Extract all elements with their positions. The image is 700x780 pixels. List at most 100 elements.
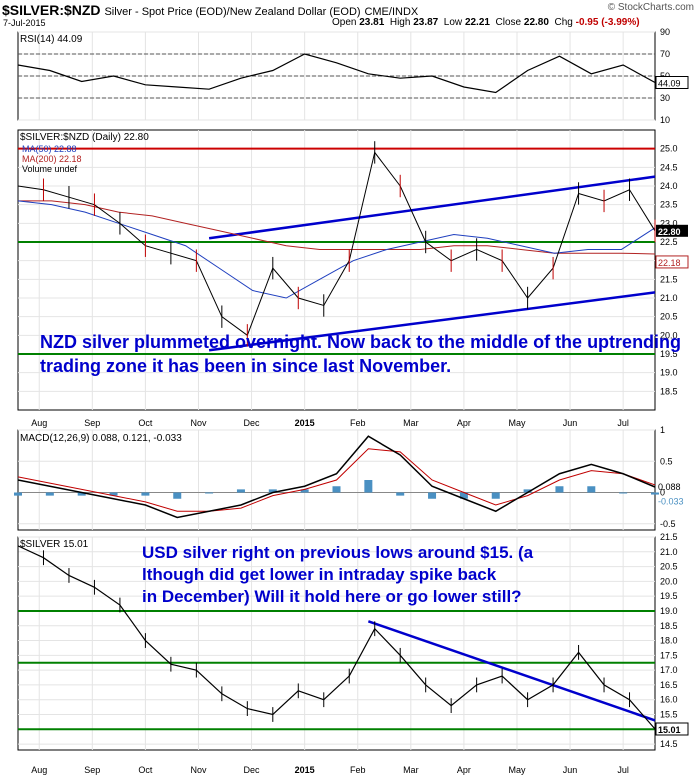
price-legend-item: MA(50) 22.88 xyxy=(22,144,77,154)
macd-histogram-bar xyxy=(14,492,22,496)
price-last-value: 22.80 xyxy=(658,227,681,237)
macd-histogram-bar xyxy=(459,492,468,499)
nzd-annotation: NZD silver plummeted overnight. Now back… xyxy=(40,332,681,376)
macd-signal-line xyxy=(17,448,656,512)
price-legend-item: MA(200) 22.18 xyxy=(22,154,82,164)
macd-histogram-bar xyxy=(300,489,309,493)
price-last-badge xyxy=(656,224,688,237)
price-line xyxy=(17,151,656,337)
x-tick-label: Apr xyxy=(457,418,471,428)
y-tick-label: 23.5 xyxy=(660,200,678,210)
y-tick-label: 50 xyxy=(660,71,670,81)
ohlc-readout: Open 23.81 High 23.87 Low 22.21 Close 22… xyxy=(332,17,640,28)
macd-histogram-bar xyxy=(555,486,564,493)
x-tick-label: Sep xyxy=(84,765,100,775)
y-tick-label: 19.0 xyxy=(660,368,678,378)
y-tick-label: 20.0 xyxy=(660,330,678,340)
macd-histogram-bar xyxy=(236,489,245,493)
rsi-label: RSI(14) 44.09 xyxy=(20,34,83,45)
ma200-last-badge xyxy=(655,255,689,269)
usd-last-value: 15.01 xyxy=(658,725,681,735)
y-tick-label: 21.5 xyxy=(660,274,678,284)
x-tick-label: Oct xyxy=(138,765,153,775)
x-tick-label: Sep xyxy=(84,418,100,428)
usd-price-line xyxy=(17,545,656,730)
x-tick-label: Aug xyxy=(31,418,47,428)
y-tick-label: 1 xyxy=(660,425,665,435)
x-tick-label: Mar xyxy=(403,765,419,775)
y-tick-label: 22.5 xyxy=(660,237,678,247)
x-tick-label: Aug xyxy=(31,765,47,775)
macd-histogram-bar xyxy=(141,492,150,496)
y-tick-label: 15.5 xyxy=(660,710,678,720)
ma200-line xyxy=(18,200,656,255)
x-tick-label: Nov xyxy=(190,418,207,428)
y-tick-label: -0.5 xyxy=(660,519,676,529)
x-tick-label: Dec xyxy=(244,418,261,428)
x-tick-label: Jul xyxy=(617,765,629,775)
macd-histogram-bar xyxy=(491,492,500,499)
x-tick-label: Oct xyxy=(138,418,153,428)
x-tick-label: 2015 xyxy=(295,765,315,775)
y-tick-label: 0 xyxy=(660,488,665,498)
channel-line xyxy=(208,175,656,240)
y-tick-label: 17.0 xyxy=(660,665,678,675)
y-tick-label: 21.0 xyxy=(660,547,678,557)
usd-trendline xyxy=(367,620,656,722)
x-tick-label: Jun xyxy=(563,418,578,428)
rsi-line xyxy=(17,53,656,94)
x-tick-label: May xyxy=(508,418,526,428)
macd-histogram-bar xyxy=(45,492,54,496)
y-tick-label: 17.5 xyxy=(660,650,678,660)
macd-label: MACD(12,26,9) 0.088, 0.121, -0.033 xyxy=(20,433,182,444)
y-tick-label: 18.5 xyxy=(660,621,678,631)
y-tick-label: 14.5 xyxy=(660,739,678,749)
macd-histogram-bar xyxy=(619,492,628,494)
y-tick-label: 20.5 xyxy=(660,562,678,572)
macd-histogram-bar xyxy=(364,480,373,493)
usd-label: $SILVER 15.01 xyxy=(20,539,89,550)
macd-histogram-bar xyxy=(396,492,405,496)
y-tick-label: 19.0 xyxy=(660,606,678,616)
macd-last-value: 0.088 xyxy=(658,482,681,492)
macd-histogram-bar xyxy=(77,492,86,496)
x-tick-label: Feb xyxy=(350,765,366,775)
y-tick-label: 18.0 xyxy=(660,636,678,646)
brand-label: © StockCharts.com xyxy=(607,2,694,13)
y-tick-label: 16.5 xyxy=(660,680,678,690)
macd-histogram-bar xyxy=(268,489,277,493)
y-tick-label: 24.5 xyxy=(660,162,678,172)
usd-annotation: USD silver right on previous lows around… xyxy=(142,543,534,606)
x-tick-label: Feb xyxy=(350,418,366,428)
x-tick-label: Jun xyxy=(563,765,578,775)
usd-last-badge xyxy=(655,722,689,736)
y-tick-label: 10 xyxy=(660,115,670,125)
y-tick-label: 16.0 xyxy=(660,695,678,705)
x-tick-label: Apr xyxy=(457,765,471,775)
y-tick-label: 19.5 xyxy=(660,591,678,601)
symbol: $SILVER:$NZD xyxy=(2,2,101,18)
date-label: 7-Jul-2015 xyxy=(3,18,46,28)
y-tick-label: 21.5 xyxy=(660,532,678,542)
rsi-last-value: 44.09 xyxy=(658,79,681,89)
symbol-description: Silver - Spot Price (EOD)/New Zealand Do… xyxy=(104,6,361,18)
macd-histogram-bar xyxy=(651,492,659,495)
exchange: CME/INDX xyxy=(364,6,419,18)
macd-histogram-bar xyxy=(428,492,437,499)
macd-histogram-bar xyxy=(173,492,182,499)
x-tick-label: 2015 xyxy=(295,418,315,428)
macd-line xyxy=(17,435,656,519)
macd-hist-last-value: -0.033 xyxy=(658,497,684,507)
chart-title: $SILVER:$NZD Silver - Spot Price (EOD)/N… xyxy=(2,2,418,18)
macd-histogram-bar xyxy=(205,492,214,494)
ma50-line xyxy=(17,200,656,299)
x-tick-label: Nov xyxy=(190,765,207,775)
rsi-last-badge xyxy=(655,76,689,90)
y-tick-label: 0.5 xyxy=(660,456,673,466)
ma200-last-value: 22.18 xyxy=(658,258,681,268)
y-tick-label: 21.0 xyxy=(660,293,678,303)
price-legend-item: Volume undef xyxy=(22,164,78,174)
y-tick-label: 23.0 xyxy=(660,218,678,228)
macd-histogram-bar xyxy=(587,486,596,493)
